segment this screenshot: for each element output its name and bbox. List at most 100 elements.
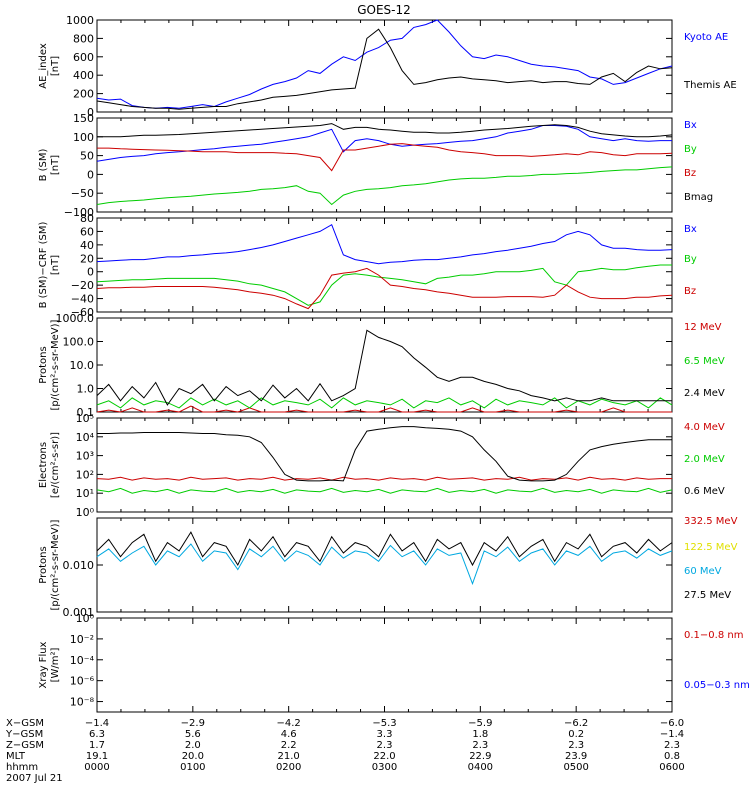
legend-entry: 0.05−0.3 nm [684,680,750,691]
x-axis-row-label: MLT [6,751,26,762]
x-axis-value: −1.4 [85,718,109,729]
legend-entry: Bz [684,286,696,297]
series-line-12-MeV [96,405,672,413]
series-line-0.6-MeV [97,426,672,482]
panel-electrons: 10⁰ 10¹ 10² 10³ 10⁴ 10⁵ Electrons [e/(cm²-s-sr)… [38,412,725,519]
x-axis-value: 0000 [84,762,109,773]
x-axis-value: 2.3 [664,740,680,751]
y-tick-label: 10⁴ [76,431,95,444]
legend-entry: By [684,144,697,155]
series-line-Bz [96,267,673,310]
y-axis-label: AE_index [38,43,49,89]
x-axis-value: 0600 [659,762,684,773]
y-tick-label: 0.001 [63,606,95,619]
x-axis-value: 21.0 [278,751,300,762]
x-axis-value: −6.0 [660,718,684,729]
y-tick-label: 800 [73,32,94,45]
series-line-6.5-MeV [96,397,673,409]
legend-entry: Bx [684,120,697,131]
y-tick-label: 1000 [66,14,94,27]
x-axis-value: 1.8 [472,729,488,740]
panel-frame [96,317,673,413]
legend-entry: 332.5 MeV [684,516,738,527]
series-line-Bz [97,143,673,172]
y-tick-label: 40 [80,239,94,252]
legend-entry: 4.0 MeV [684,422,725,433]
x-axis-value: 19.1 [86,751,108,762]
y-tick-label: 400 [73,69,94,82]
x-axis-value: 2.3 [568,740,584,751]
legend-entry: Bz [684,168,696,179]
y-tick-label: 10⁻² [70,633,94,646]
x-axis-value: 22.9 [469,751,491,762]
y-tick-label: 0 [87,106,94,119]
panel-b_sm: −100 −50 0 50 100 150 B (SM) [nT] Bx By Bz Bmag [38,112,713,219]
x-axis-row-label: 2007 Jul 21 [6,773,63,784]
x-axis-value: 0200 [276,762,301,773]
y-tick-label: 10⁰ [76,612,95,625]
series-line-By [96,166,673,206]
y-tick-label: 0.010 [63,559,95,572]
panel-ae: 0 200 400 600 800 1000 AE_index [nT] Kyoto AE The… [38,14,737,119]
x-axis-value: 0300 [372,762,397,773]
series-line-Themis-AE [96,28,673,110]
y-tick-label: 10.0 [70,359,95,372]
legend-entry: Themis AE [683,80,737,91]
y-tick-label: 10⁵ [76,412,94,425]
y-tick-label: −20 [71,279,94,292]
y-axis-label: [p/(cm²-s-sr-MeV)] [50,519,61,610]
legend-entry: 60 MeV [684,566,722,577]
y-tick-label: 0 [87,266,94,279]
x-axis-row-label: X−GSM [6,718,44,729]
y-tick-label: 1.0 [77,383,95,396]
x-axis-value: 1.7 [89,740,105,751]
y-tick-label: −60 [71,306,94,319]
series-line-27.5-MeV [96,531,673,567]
legend-entry: 0.6 MeV [684,486,725,497]
legend-entry: By [684,254,697,265]
plot-title: GOES-12 [357,3,411,17]
y-tick-label: 10³ [76,450,94,463]
legend-entry: 27.5 MeV [684,590,731,601]
panel-frame [96,117,673,213]
panel-protons_lo: 0.001 0.010 Protons [p/(cm²-s-sr-MeV)] 332.5… [38,516,738,619]
x-axis-value: 0.8 [664,751,680,762]
y-axis-label: [p/(cm²-s-sr-MeV)] [50,319,61,410]
x-axis-value: 5.6 [185,729,201,740]
series-line-60-MeV [96,543,673,586]
x-axis-value: −5.9 [468,718,492,729]
y-tick-label: 0 [87,168,94,181]
x-axis-row-label: Y−GSM [5,729,43,740]
y-tick-label: 20 [80,252,94,265]
x-axis-value: 3.3 [377,729,393,740]
y-axis-label: [e/(cm²-s-sr)] [50,432,61,498]
panel-frame [96,19,673,113]
x-axis-value: 0100 [180,762,205,773]
y-tick-label: 60 [80,225,94,238]
x-axis-value: −5.3 [372,718,396,729]
legend-entry: 122.5 MeV [684,542,738,553]
panel-xray: 10⁻⁸ 10⁻⁶ 10⁻⁴ 10⁻² 10⁰ Xray Flux [W/m²] 0.1−0.… [38,612,750,713]
x-axis-value: 0.2 [568,729,584,740]
x-axis-row-label: Z−GSM [6,740,44,751]
series-line-2.4-MeV [96,329,672,406]
x-axis-value: 2.3 [472,740,488,751]
series-line-2.0-MeV [96,487,673,494]
y-tick-label: 0.1 [77,406,95,419]
y-tick-label: −50 [71,187,94,200]
y-axis-label: Electrons [38,442,49,488]
y-tick-label: 10⁰ [76,506,95,519]
y-tick-label: 150 [73,112,94,125]
x-axis-value: −4.2 [277,718,301,729]
y-tick-label: 50 [80,150,94,163]
y-tick-label: −100 [64,206,94,219]
x-axis-value: 0400 [468,762,493,773]
x-axis-value: 6.3 [89,729,105,740]
x-axis-value: −1.4 [660,729,684,740]
series-line-4.0-MeV [96,476,672,481]
series-line-Bmag [97,123,673,138]
x-axis-value: −6.2 [564,718,588,729]
legend-entry: 12 MeV [684,322,722,333]
